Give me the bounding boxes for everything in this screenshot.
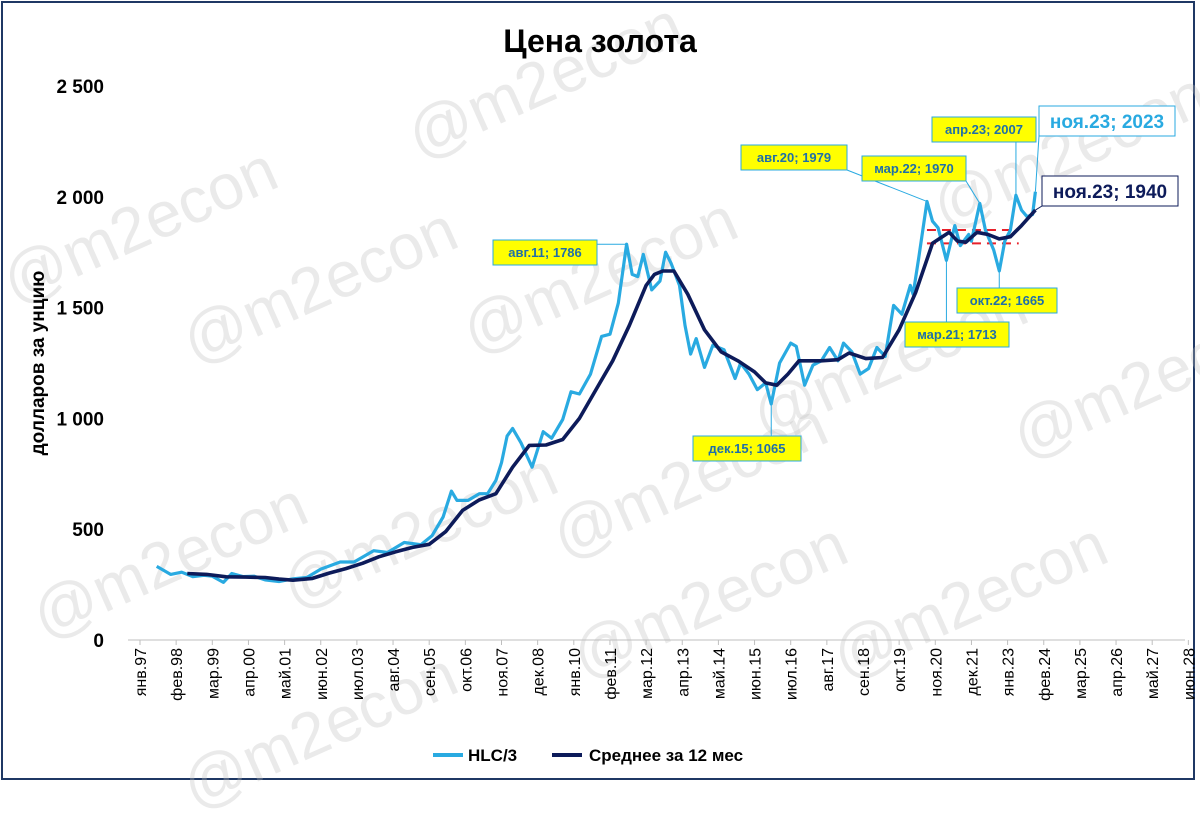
series-line-hlc3 <box>155 191 1037 584</box>
annotation-label: ноя.23; 2023 <box>1050 112 1164 133</box>
legend-label: HLC/3 <box>468 746 517 765</box>
annotation-leader <box>1034 135 1040 192</box>
x-tick-label: янв.10 <box>567 648 584 696</box>
x-tick-label: авг.04 <box>386 648 403 692</box>
x-tick-label: янв.97 <box>133 648 150 696</box>
y-axis-title: долларов за унцию <box>28 271 49 456</box>
x-tick-label: дек.08 <box>531 648 548 696</box>
x-tick-label: май.27 <box>1145 648 1162 699</box>
x-tick-label: апр.26 <box>1109 648 1126 697</box>
x-tick-label: ноя.20 <box>928 648 945 697</box>
annotation-label: ноя.23; 1940 <box>1053 182 1167 203</box>
x-tick-label: сен.18 <box>856 648 873 696</box>
y-tick-label: 0 <box>93 631 104 652</box>
annotation-label: авг.20; 1979 <box>757 150 831 165</box>
x-tick-label: июл.16 <box>784 648 801 700</box>
annotation-label: апр.23; 2007 <box>945 122 1023 137</box>
series-line-12m-average <box>187 208 1037 582</box>
annotation-label: мар.22; 1970 <box>874 161 954 176</box>
annotation-box <box>956 287 1058 314</box>
chart-title: Цена золота <box>503 23 697 59</box>
annotation-box <box>692 435 802 462</box>
x-tick-label: апр.13 <box>675 648 692 697</box>
x-tick-label: авг.17 <box>820 648 837 692</box>
annotation-label: дек.15; 1065 <box>709 441 786 456</box>
annotation-label: авг.11; 1786 <box>508 245 582 260</box>
annotation-box <box>492 239 598 266</box>
x-tick-label: ноя.07 <box>495 648 512 697</box>
annotation-label: окт.22; 1665 <box>970 293 1045 308</box>
x-tick-label: сен.05 <box>422 648 439 696</box>
x-tick-label: янв.23 <box>1001 648 1018 696</box>
annotation-box <box>1038 105 1176 137</box>
y-tick-label: 1 000 <box>56 409 104 430</box>
annotation-box <box>861 155 967 182</box>
annotation-leader <box>1035 205 1043 211</box>
annotation-box <box>1041 175 1179 207</box>
gold-price-chart: Цена золота долларов за унцию 0 500 1 000 1 5… <box>28 23 1198 765</box>
x-tick-label: июн.28 <box>1181 648 1198 700</box>
x-tick-label: фев.24 <box>1037 648 1054 701</box>
y-tick-label: 500 <box>72 520 104 541</box>
x-tick-label: апр.00 <box>241 648 258 697</box>
x-tick-label: мар.99 <box>205 648 222 699</box>
annotation-box <box>931 116 1037 143</box>
x-tick-label: июн.02 <box>314 648 331 700</box>
x-tick-label: май.01 <box>278 648 295 699</box>
annotation-label: мар.21; 1713 <box>917 327 997 342</box>
annotation-box <box>740 144 848 171</box>
annotation-box <box>904 321 1010 348</box>
x-tick-label: мар.12 <box>639 648 656 699</box>
x-tick-label: дек.21 <box>964 648 981 696</box>
x-tick-label: фев.11 <box>603 648 620 700</box>
x-tick-label: июн.15 <box>748 648 765 700</box>
annotation-leader <box>846 169 928 202</box>
legend-label: Среднее за 12 мес <box>589 746 743 765</box>
x-tick-label: мар.25 <box>1073 648 1090 699</box>
x-tick-label: окт.19 <box>892 648 909 692</box>
x-tick-label: фев.98 <box>169 648 186 701</box>
y-tick-label: 1 500 <box>56 299 104 320</box>
y-tick-label: 2 000 <box>56 188 104 209</box>
annotation-leader <box>965 180 981 204</box>
x-tick-label: окт.06 <box>458 648 475 692</box>
x-tick-label: июл.03 <box>350 648 367 700</box>
y-tick-label: 2 500 <box>56 77 104 98</box>
x-tick-label: май.14 <box>711 648 728 699</box>
